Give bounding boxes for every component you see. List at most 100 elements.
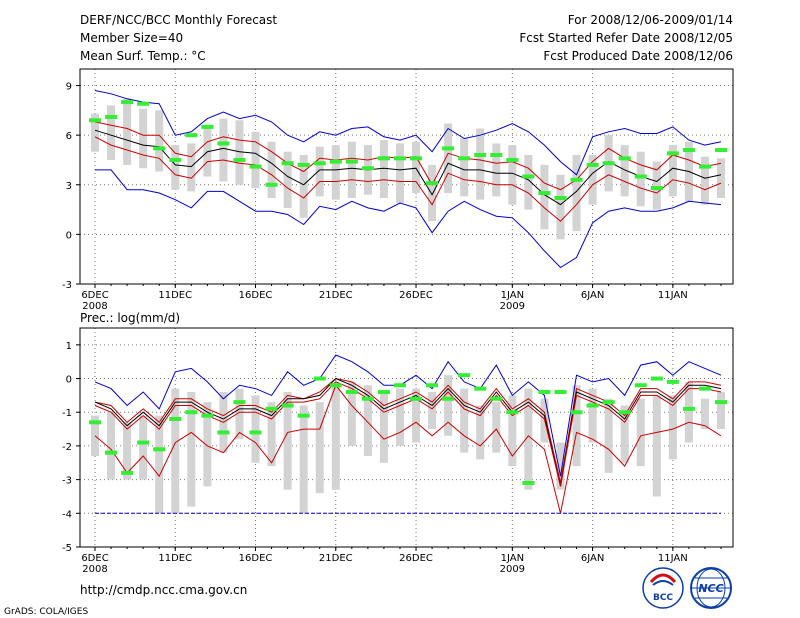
precip-observed-mark bbox=[121, 470, 134, 475]
precip-series-max bbox=[94, 354, 722, 477]
precip-spread-box bbox=[684, 381, 693, 443]
temp-observed-mark bbox=[554, 196, 567, 200]
precip-observed-mark bbox=[377, 390, 390, 395]
ncc-logo-text: NCC bbox=[698, 582, 723, 595]
temp-observed-mark bbox=[410, 156, 423, 161]
precip-spread-box bbox=[556, 442, 565, 490]
temp-spread-box bbox=[331, 145, 340, 200]
temp-observed-mark bbox=[329, 159, 342, 164]
precip-observed-mark bbox=[522, 480, 535, 485]
precip-spread-box bbox=[347, 381, 356, 446]
precip-observed-mark bbox=[506, 410, 519, 415]
precip-spread-box bbox=[123, 422, 132, 480]
temp-ytick-label: 3 bbox=[66, 181, 72, 192]
source-url[interactable]: http://cmdp.ncc.cma.gov.cn bbox=[80, 583, 247, 597]
precip-observed-mark bbox=[281, 403, 294, 408]
temp-observed-mark bbox=[265, 182, 278, 187]
precip-spread-box bbox=[492, 402, 501, 453]
precip-xtick-label: 16DEC bbox=[239, 553, 273, 564]
precip-observed-mark bbox=[105, 450, 118, 455]
temp-observed-mark bbox=[297, 162, 310, 167]
temp-spread-box bbox=[620, 145, 629, 197]
precip-observed-mark bbox=[153, 447, 166, 452]
precip-label: Prec.: log(mm/d) bbox=[80, 311, 180, 325]
member-size: Member Size=40 bbox=[80, 31, 183, 45]
temp-observed-mark bbox=[217, 141, 230, 146]
precip-spread-box bbox=[283, 392, 292, 490]
forecast-period: For 2008/12/06-2009/01/14 bbox=[568, 13, 733, 27]
precip-spread-box bbox=[508, 395, 517, 467]
temp-spread-box bbox=[251, 131, 260, 189]
temp-observed-mark bbox=[586, 162, 599, 167]
temp-spread-box bbox=[299, 155, 308, 218]
precip-spread-box bbox=[379, 392, 388, 463]
temp-observed-mark bbox=[490, 153, 503, 157]
temp-observed-mark bbox=[698, 164, 711, 169]
temp-spread-box bbox=[203, 128, 212, 177]
temp-spread-box bbox=[139, 108, 148, 169]
precip-observed-mark bbox=[570, 410, 583, 415]
temp-observed-mark bbox=[650, 186, 663, 191]
precip-spread-box bbox=[251, 395, 260, 463]
precip-series-lowest bbox=[94, 384, 722, 514]
temp-spread-box bbox=[187, 143, 196, 192]
temp-observed-mark bbox=[570, 177, 583, 182]
precip-spread-box bbox=[476, 405, 485, 460]
precip-xtick-label: 6JAN bbox=[581, 553, 604, 564]
precip-boxes bbox=[90, 375, 726, 514]
precip-spread-box bbox=[572, 385, 581, 467]
temp-spread-box bbox=[107, 105, 116, 160]
temp-spread-box bbox=[508, 145, 517, 205]
precip-observed-mark bbox=[313, 376, 326, 381]
precip-spread-box bbox=[331, 385, 340, 490]
precip-frame bbox=[79, 327, 734, 548]
precip-observed-mark bbox=[618, 410, 631, 415]
precip-spread-box bbox=[155, 415, 164, 514]
temp-xtick-label: 21DEC bbox=[319, 290, 353, 301]
bcc-logo-swirl-icon bbox=[649, 573, 677, 584]
temp-spread-box bbox=[476, 128, 485, 200]
precip-xtick-label: 21DEC bbox=[319, 553, 353, 564]
precip-spread-box bbox=[524, 388, 533, 490]
forecast-produced-date: Fcst Produced Date 2008/12/06 bbox=[543, 49, 733, 63]
temp-ytick-label: 9 bbox=[66, 82, 72, 93]
precip-observed-mark bbox=[233, 400, 246, 405]
temperature-frame bbox=[79, 68, 734, 285]
precip-spread-box bbox=[428, 392, 437, 430]
precip-observed-mark bbox=[490, 396, 503, 401]
temp-xtick-label: 6JAN bbox=[581, 290, 604, 301]
temp-spread-box bbox=[540, 164, 549, 230]
precip-observed-mark bbox=[217, 430, 230, 435]
precip-xtick-year: 2009 bbox=[500, 564, 525, 575]
temp-observed-mark bbox=[185, 133, 198, 138]
precip-observed-mark bbox=[442, 396, 455, 401]
temp-spread-box bbox=[460, 138, 469, 197]
precip-observed-mark bbox=[345, 390, 358, 395]
temp-spread-box bbox=[588, 155, 597, 205]
temp-spread-box bbox=[219, 118, 228, 182]
temp-spread-box bbox=[235, 120, 244, 185]
precip-observed-mark bbox=[297, 413, 310, 418]
precip-observed-mark bbox=[169, 416, 182, 421]
precip-spread-box bbox=[139, 415, 148, 480]
temp-observed-mark bbox=[169, 157, 182, 162]
temp-spread-box bbox=[428, 164, 437, 222]
precip-observed-mark bbox=[634, 383, 647, 388]
temp-observed-mark bbox=[618, 156, 631, 161]
precip-spread-box bbox=[267, 402, 276, 467]
temp-xtick-year: 2009 bbox=[500, 301, 525, 312]
temp-spread-box bbox=[347, 141, 356, 198]
temp-observed-mark bbox=[313, 161, 326, 166]
precip-observed-mark bbox=[89, 420, 101, 425]
temp-spread-box bbox=[636, 151, 645, 207]
temp-xtick-label: 16DEC bbox=[239, 290, 273, 301]
precip-spread-box bbox=[187, 392, 196, 507]
precip-observed-mark bbox=[538, 390, 551, 395]
precip-ytick-label: 0 bbox=[66, 375, 72, 386]
precip-observed-mark bbox=[602, 400, 615, 405]
temp-observed-mark bbox=[105, 114, 118, 119]
temp-observed-mark bbox=[506, 157, 519, 162]
temp-spread-box bbox=[444, 123, 453, 194]
